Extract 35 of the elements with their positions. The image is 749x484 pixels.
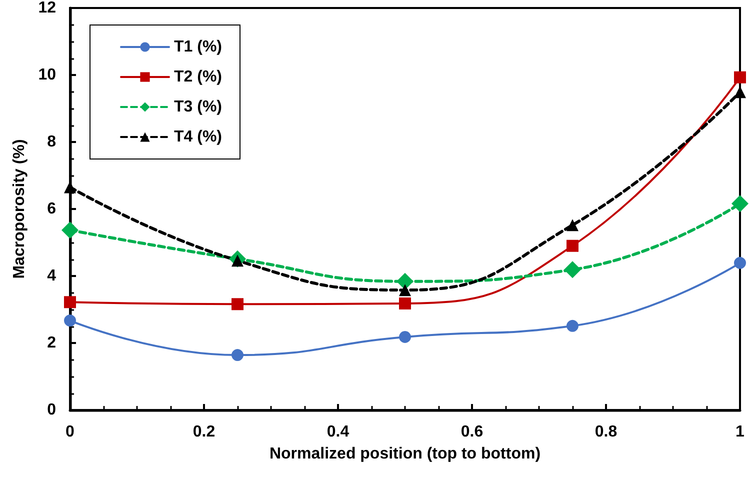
legend-label: T3 (%): [174, 98, 222, 116]
y-tick-label: 10: [38, 66, 56, 84]
x-tick-label: 0.4: [326, 424, 350, 440]
point: [232, 298, 244, 310]
point: [399, 284, 411, 296]
x-tick-label: 0.8: [594, 424, 618, 440]
legend-label: T1 (%): [174, 38, 222, 56]
point: [399, 330, 411, 343]
point: [732, 195, 748, 212]
y-tick-label: 2: [47, 334, 56, 352]
x-tick-label: 0.6: [460, 424, 484, 440]
y-tick-label: 6: [47, 200, 56, 218]
point: [566, 240, 578, 252]
point: [564, 261, 581, 278]
legend-label: T4 (%): [174, 128, 222, 146]
x-axis-title: Normalized position (top to bottom): [269, 446, 541, 462]
x-tick-label: 1: [736, 424, 745, 440]
x-tick-label: 0: [66, 424, 75, 440]
y-tick-label: 4: [47, 268, 56, 284]
x-tick-label: 0.2: [192, 424, 216, 440]
point: [734, 256, 746, 269]
legend-label: T2 (%): [174, 68, 222, 86]
point: [396, 272, 414, 290]
y-tick-label: 0: [47, 402, 56, 418]
point: [62, 222, 78, 239]
point: [566, 320, 578, 332]
point: [399, 297, 411, 310]
y-tick-label: 12: [38, 0, 56, 16]
point: [232, 349, 244, 362]
point: [566, 219, 578, 232]
point: [64, 314, 76, 327]
y-tick-label: 8: [47, 134, 56, 150]
y-axis-title: Macroporosity (%): [10, 139, 28, 279]
point: [64, 296, 76, 308]
point: [734, 71, 746, 84]
